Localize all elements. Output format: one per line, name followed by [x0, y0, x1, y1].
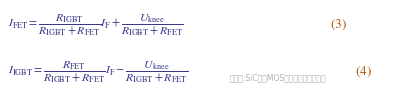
- Text: 公众号:SiC碳化MOS管及功率模块的应用: 公众号:SiC碳化MOS管及功率模块的应用: [230, 74, 327, 82]
- Text: $(3)$: $(3)$: [330, 18, 347, 32]
- Text: $I_{\mathrm{FET}} = \dfrac{R_{\mathrm{IGBT}}}{R_{\mathrm{IGBT}} + R_{\mathrm{FET: $I_{\mathrm{FET}} = \dfrac{R_{\mathrm{IG…: [8, 12, 184, 38]
- Text: $I_{\mathrm{IGBT}} = \dfrac{R_{\mathrm{FET}}}{R_{\mathrm{IGBT}} + R_{\mathrm{FET: $I_{\mathrm{IGBT}} = \dfrac{R_{\mathrm{F…: [8, 59, 188, 85]
- Text: $(4)$: $(4)$: [355, 65, 372, 79]
